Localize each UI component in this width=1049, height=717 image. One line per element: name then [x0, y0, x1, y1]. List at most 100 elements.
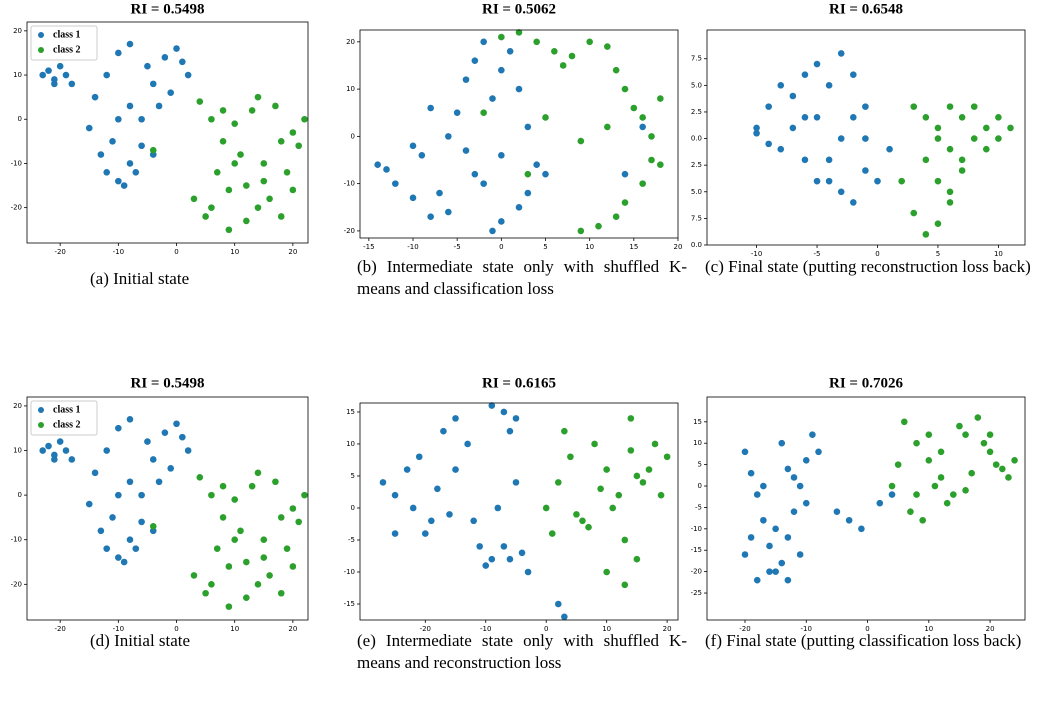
point — [657, 161, 664, 169]
point — [301, 115, 308, 123]
point — [765, 103, 772, 110]
point — [208, 491, 215, 499]
point — [992, 461, 1000, 468]
point — [559, 62, 567, 69]
point — [772, 568, 779, 575]
x-tick-label: 0 — [544, 625, 548, 633]
x-tick-label: -20 — [420, 625, 431, 633]
point — [931, 482, 939, 490]
point — [254, 204, 262, 211]
point — [132, 168, 140, 176]
point — [272, 102, 279, 110]
point — [825, 177, 833, 185]
point — [542, 114, 549, 121]
y-tick-label: 7.5 — [691, 55, 702, 63]
point — [392, 180, 399, 187]
point — [577, 137, 585, 145]
point — [374, 161, 381, 169]
point — [784, 576, 792, 584]
point — [179, 58, 186, 66]
x-tick-label: 20 — [288, 625, 297, 633]
point — [289, 186, 297, 194]
point — [45, 442, 52, 450]
point — [934, 135, 942, 142]
point — [621, 199, 629, 206]
y-tick-label: -5 — [348, 536, 355, 544]
point — [254, 93, 262, 101]
point — [663, 453, 671, 461]
point — [190, 572, 198, 579]
point — [56, 62, 64, 70]
point — [554, 600, 562, 608]
point — [886, 145, 893, 153]
point — [260, 160, 268, 167]
point — [512, 415, 520, 422]
point — [934, 220, 942, 228]
point — [512, 479, 520, 486]
caption: (c) Final state (putting reconstruction … — [705, 257, 1031, 276]
point — [446, 511, 453, 518]
point — [126, 536, 134, 544]
point — [603, 466, 610, 473]
x-tick-label: 10 — [924, 625, 933, 633]
point — [621, 581, 629, 589]
point — [524, 568, 532, 576]
point — [115, 177, 122, 185]
point — [639, 479, 647, 486]
point — [173, 45, 180, 52]
point — [958, 113, 966, 121]
point — [850, 199, 857, 206]
legend-label: class 2 — [53, 419, 81, 430]
x-tick-label: 10 — [230, 248, 239, 256]
y-tick-label: 2.5 — [691, 108, 702, 116]
point — [254, 469, 262, 477]
point — [533, 38, 540, 46]
point — [1011, 457, 1018, 464]
legend-box — [30, 25, 98, 61]
x-tick-label: 5 — [936, 250, 940, 258]
point — [778, 439, 786, 447]
x-tick-label: -10 — [751, 250, 762, 258]
point — [983, 124, 990, 132]
point — [462, 76, 470, 83]
point — [801, 156, 809, 164]
point — [138, 518, 145, 526]
point — [577, 227, 585, 235]
point — [91, 93, 99, 101]
point — [109, 138, 116, 145]
y-tick-label: -20 — [691, 568, 702, 576]
point — [551, 47, 558, 55]
point — [850, 71, 857, 79]
point — [115, 424, 122, 432]
point — [161, 429, 169, 436]
x-tick-label: 10 — [230, 625, 239, 633]
point — [464, 440, 471, 448]
point — [837, 135, 845, 142]
x-tick-label: 0 — [875, 250, 879, 258]
point — [630, 104, 638, 112]
point — [248, 107, 256, 114]
y-tick-label: -15 — [691, 546, 702, 554]
point — [103, 168, 111, 176]
point — [548, 530, 556, 537]
point — [237, 527, 244, 535]
point — [144, 62, 151, 70]
point — [986, 431, 994, 438]
point — [436, 189, 443, 197]
y-tick-label: 20 — [13, 27, 22, 35]
x-tick-label: 20 — [288, 248, 297, 256]
point — [62, 71, 70, 79]
x-tick-label: 5 — [543, 243, 547, 251]
point — [633, 555, 641, 563]
point — [1007, 124, 1014, 132]
point — [962, 487, 969, 494]
point — [277, 589, 285, 597]
point — [542, 170, 549, 178]
point — [986, 448, 994, 456]
y-tick-label: 0 — [18, 115, 22, 123]
point — [913, 491, 920, 498]
legend-marker — [38, 407, 44, 413]
point — [639, 123, 646, 131]
point — [260, 177, 268, 185]
point — [453, 109, 461, 117]
